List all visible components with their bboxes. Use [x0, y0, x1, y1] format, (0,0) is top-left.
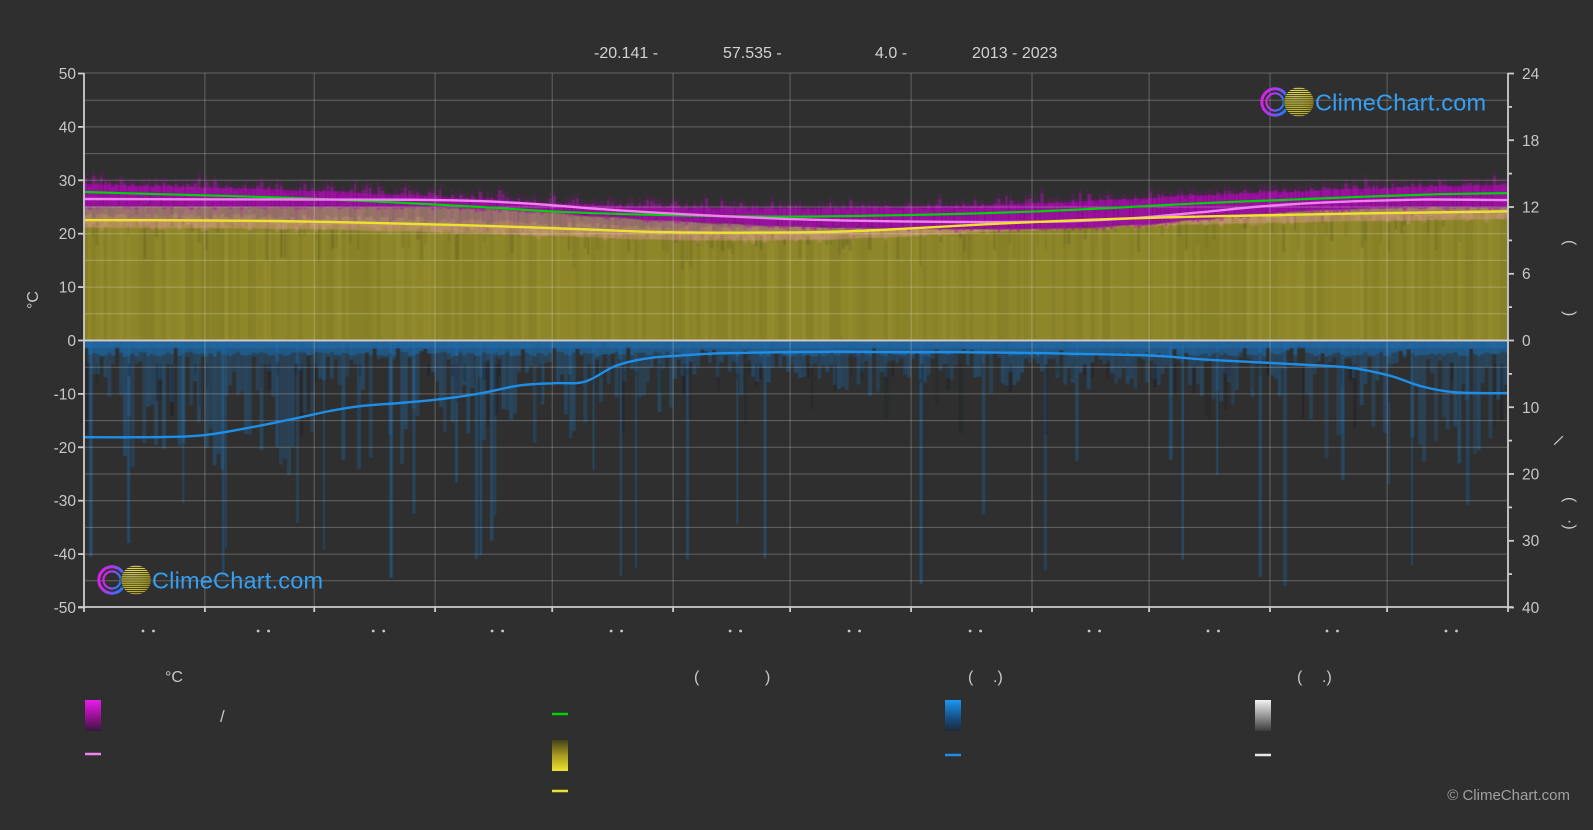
svg-text:40: 40	[59, 119, 77, 136]
svg-text:-50: -50	[54, 600, 77, 617]
svg-text:57.535 -: 57.535 -	[723, 45, 782, 62]
svg-text:30: 30	[59, 173, 77, 190]
svg-text:10: 10	[1522, 400, 1540, 417]
svg-text:/: /	[220, 707, 225, 726]
svg-text:6: 6	[1522, 266, 1531, 283]
svg-text:24: 24	[1522, 66, 1540, 83]
svg-text:-20: -20	[54, 440, 77, 457]
svg-text:0: 0	[1522, 333, 1531, 350]
svg-text:12: 12	[1522, 200, 1539, 217]
svg-text:°C: °C	[165, 669, 183, 686]
svg-text:·): ·)	[1561, 519, 1578, 530]
svg-text:0: 0	[67, 333, 76, 350]
svg-text:°C: °C	[25, 291, 42, 309]
svg-text:© ClimeChart.com: © ClimeChart.com	[1447, 787, 1570, 804]
svg-text:-20.141 -: -20.141 -	[594, 45, 658, 62]
svg-text:30: 30	[1522, 533, 1540, 550]
svg-text:20: 20	[1522, 467, 1540, 484]
svg-text:18: 18	[1522, 133, 1539, 150]
svg-text:(: (	[1561, 497, 1578, 503]
svg-text:4.0 -: 4.0 -	[875, 45, 907, 62]
svg-text:-40: -40	[54, 547, 77, 564]
svg-text:.): .)	[993, 669, 1003, 686]
svg-text:ClimeChart.com: ClimeChart.com	[152, 568, 323, 594]
svg-text:): )	[765, 669, 770, 686]
svg-text:20: 20	[59, 226, 77, 243]
svg-text:ClimeChart.com: ClimeChart.com	[1315, 90, 1486, 116]
svg-text:(: (	[694, 669, 700, 686]
svg-text:(: (	[968, 669, 974, 686]
svg-text:50: 50	[59, 66, 77, 83]
svg-text:-30: -30	[54, 493, 77, 510]
svg-text:(: (	[1297, 669, 1303, 686]
svg-text:2013 - 2023: 2013 - 2023	[972, 45, 1058, 62]
svg-text:-10: -10	[54, 386, 77, 403]
svg-text:): )	[1561, 311, 1578, 316]
svg-text:10: 10	[59, 280, 77, 297]
svg-text:40: 40	[1522, 600, 1540, 617]
svg-text:.): .)	[1322, 669, 1332, 686]
svg-text:(: (	[1561, 240, 1578, 246]
